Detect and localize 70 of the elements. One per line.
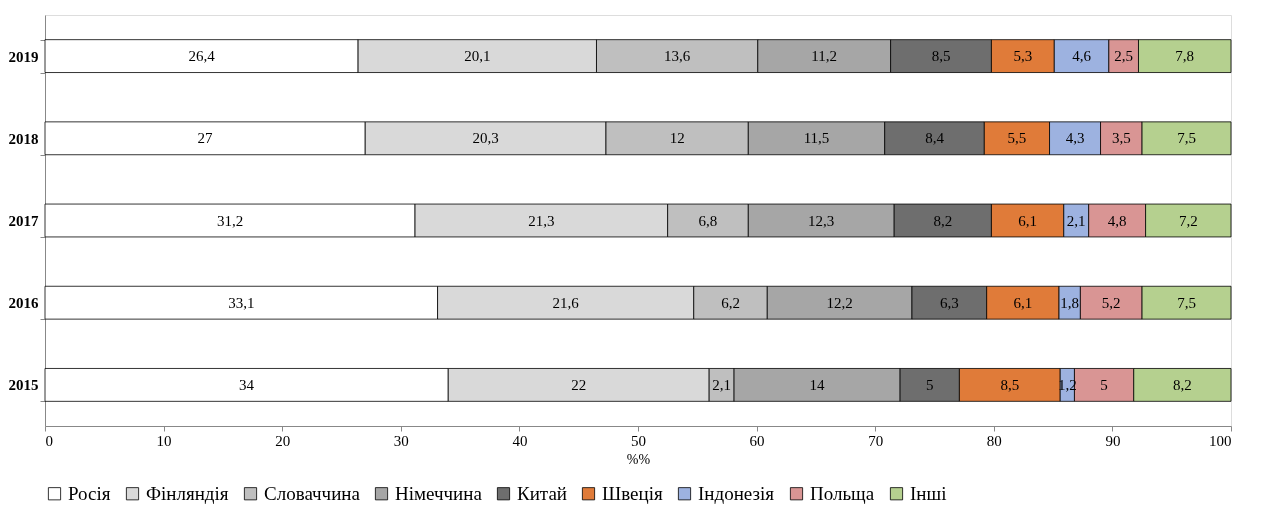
legend-label: Словаччина <box>264 482 361 504</box>
data-label: 5,3 <box>1013 48 1033 65</box>
data-label: 7,8 <box>1175 48 1195 65</box>
y-tick-label: 2018 <box>8 130 39 147</box>
data-label: 21,6 <box>552 294 580 311</box>
y-tick-label: 2015 <box>8 377 39 394</box>
data-label: 3,5 <box>1111 130 1131 147</box>
data-label: 14 <box>809 376 826 393</box>
data-label: 2,1 <box>712 376 731 393</box>
data-label: 20,3 <box>472 130 499 147</box>
data-label: 21,3 <box>528 212 555 229</box>
x-tick-label: 40 <box>512 432 528 449</box>
data-label: 20,1 <box>464 48 491 65</box>
data-label: 34 <box>239 376 255 393</box>
data-label: 7,5 <box>1177 294 1196 311</box>
y-tick-label: 2019 <box>8 48 39 65</box>
data-label: 22 <box>571 376 587 393</box>
data-label: 4,6 <box>1072 48 1092 65</box>
data-label: 6,1 <box>1013 294 1033 311</box>
data-label: 1,8 <box>1060 294 1080 311</box>
x-tick-label: 20 <box>275 432 291 449</box>
data-label: 2,1 <box>1066 212 1086 229</box>
x-tick-label: 60 <box>749 432 765 449</box>
x-tick-label: 100 <box>1209 432 1232 449</box>
x-tick-label: 0 <box>45 432 53 449</box>
legend-label: Індонезія <box>698 482 775 504</box>
data-label: 6,2 <box>721 294 740 311</box>
x-axis-title: %% <box>626 451 651 467</box>
data-label: 8,4 <box>925 130 945 147</box>
data-label: 4,8 <box>1107 212 1127 229</box>
legend-label: Росія <box>68 482 111 504</box>
data-label: 7,5 <box>1177 130 1196 147</box>
data-label: 8,2 <box>933 212 953 229</box>
y-tick-label: 2017 <box>8 213 39 229</box>
x-tick-label: 30 <box>393 432 409 449</box>
data-label: 5 <box>926 376 934 393</box>
data-label: 26,4 <box>188 48 216 65</box>
data-label: 12,3 <box>808 212 835 229</box>
x-tick-label: 80 <box>986 432 1002 449</box>
x-tick-label: 10 <box>156 432 172 449</box>
data-label: 27 <box>197 130 214 147</box>
legend-label: Німеччина <box>395 482 483 504</box>
data-label: 33,1 <box>228 294 255 311</box>
data-label: 31,2 <box>216 212 244 229</box>
data-label: 8,2 <box>1173 376 1192 393</box>
data-label: 12 <box>669 130 685 147</box>
x-tick-label: 50 <box>631 432 646 449</box>
x-tick-label: 90 <box>1105 432 1121 449</box>
legend-label: Інші <box>910 482 947 504</box>
data-label: 5,5 <box>1007 130 1027 147</box>
legend-label: Швеція <box>602 482 663 504</box>
data-label: 6,3 <box>939 294 959 311</box>
data-label: 2,5 <box>1114 48 1134 65</box>
legend-label: Китай <box>517 482 567 504</box>
x-tick-label: 70 <box>868 432 884 449</box>
data-label: 4,3 <box>1065 130 1085 147</box>
data-label: 6,1 <box>1018 212 1037 229</box>
data-label: 11,2 <box>811 48 838 65</box>
data-label: 12,2 <box>826 294 853 311</box>
y-tick-label: 2016 <box>8 295 39 312</box>
legend-label: Польща <box>810 482 875 504</box>
legend-label: Фінляндія <box>146 482 229 504</box>
data-label: 8,5 <box>931 48 951 65</box>
data-label: 11,5 <box>803 130 830 147</box>
data-label: 6,8 <box>698 212 718 229</box>
data-label: 13,6 <box>664 48 691 65</box>
data-label: 5,2 <box>1101 294 1121 311</box>
data-label: 8,5 <box>1000 376 1020 393</box>
data-label: 5 <box>1100 376 1108 393</box>
data-label: 7,2 <box>1178 212 1198 229</box>
